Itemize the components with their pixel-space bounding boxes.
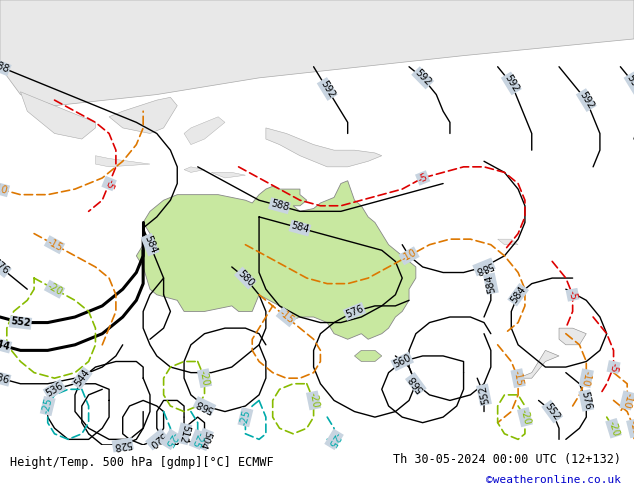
- Text: -10: -10: [580, 369, 593, 387]
- Polygon shape: [184, 167, 205, 172]
- Text: -20: -20: [198, 369, 211, 387]
- Text: -25: -25: [162, 430, 179, 449]
- Text: 568: 568: [406, 373, 425, 394]
- Text: 592: 592: [502, 73, 521, 94]
- Text: -15: -15: [627, 419, 634, 437]
- Text: 584: 584: [290, 221, 310, 235]
- Polygon shape: [354, 350, 382, 362]
- Text: 544: 544: [72, 368, 91, 389]
- Text: -25: -25: [190, 430, 205, 449]
- Text: 576: 576: [344, 303, 365, 319]
- Polygon shape: [184, 117, 225, 145]
- Text: Th 30-05-2024 00:00 UTC (12+132): Th 30-05-2024 00:00 UTC (12+132): [393, 453, 621, 466]
- Text: 528: 528: [113, 439, 133, 451]
- Text: -20: -20: [518, 408, 532, 426]
- Text: 552: 552: [10, 317, 31, 329]
- Text: 588: 588: [474, 259, 495, 275]
- Polygon shape: [96, 156, 150, 167]
- Text: 584: 584: [484, 273, 498, 294]
- Text: 592: 592: [625, 73, 634, 94]
- Text: 592: 592: [577, 90, 595, 111]
- Text: -25: -25: [326, 430, 342, 449]
- Text: 588: 588: [269, 198, 290, 213]
- Polygon shape: [0, 0, 634, 106]
- Polygon shape: [266, 128, 382, 167]
- Polygon shape: [20, 92, 96, 139]
- Text: 588: 588: [0, 59, 10, 75]
- Text: -10: -10: [399, 247, 418, 264]
- Text: 536: 536: [44, 380, 65, 398]
- Text: 568: 568: [194, 397, 215, 415]
- Text: -5: -5: [607, 361, 619, 373]
- Text: 520: 520: [146, 430, 167, 449]
- Text: ©weatheronline.co.uk: ©weatheronline.co.uk: [486, 475, 621, 485]
- Text: 592: 592: [413, 68, 433, 88]
- Text: -15: -15: [512, 369, 524, 387]
- Text: 576: 576: [0, 257, 10, 277]
- Text: 552: 552: [477, 385, 491, 405]
- Text: 552: 552: [543, 401, 562, 422]
- Text: -25: -25: [41, 397, 55, 415]
- Text: Height/Temp. 500 hPa [gdmp][°C] ECMWF: Height/Temp. 500 hPa [gdmp][°C] ECMWF: [10, 457, 273, 469]
- Polygon shape: [559, 328, 586, 345]
- Text: 576: 576: [579, 391, 593, 411]
- Text: 584: 584: [508, 284, 527, 305]
- Text: 584: 584: [142, 234, 158, 255]
- Text: 560: 560: [392, 353, 413, 370]
- Text: -10: -10: [621, 392, 634, 409]
- Text: -20: -20: [607, 419, 621, 437]
- Text: -25: -25: [238, 408, 252, 426]
- Text: 504: 504: [197, 429, 212, 450]
- Text: -5: -5: [417, 172, 429, 184]
- Polygon shape: [109, 98, 178, 133]
- Polygon shape: [498, 239, 518, 245]
- Text: -15: -15: [277, 308, 295, 326]
- Text: 536: 536: [0, 371, 10, 386]
- Text: 512: 512: [177, 423, 191, 444]
- Text: 580: 580: [235, 268, 256, 288]
- Text: -10: -10: [0, 182, 9, 196]
- Text: 592: 592: [318, 78, 337, 99]
- Text: -15: -15: [45, 237, 64, 253]
- Text: 544: 544: [0, 337, 11, 352]
- Text: -5: -5: [567, 289, 578, 300]
- Polygon shape: [211, 172, 245, 178]
- Text: -20: -20: [45, 281, 64, 297]
- Polygon shape: [518, 350, 559, 378]
- Text: -5: -5: [103, 177, 115, 190]
- Polygon shape: [136, 181, 416, 339]
- Text: -20: -20: [307, 392, 320, 409]
